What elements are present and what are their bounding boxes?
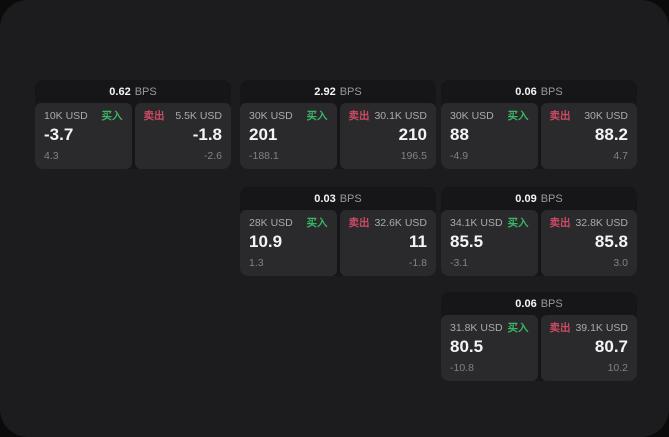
card-body: 30K USD 买入 201 -188.1 卖出 30.1K USD 210 1…	[240, 103, 436, 169]
buy-price: 201	[249, 125, 278, 144]
quote-card: 0.09 BPS 34.1K USD 买入 85.5 -3.1 卖出 32.8K…	[441, 187, 637, 276]
bps-unit-label: BPS	[540, 85, 563, 98]
sell-button[interactable]: 卖出	[348, 110, 370, 122]
buy-button[interactable]: 买入	[101, 110, 123, 122]
sell-price: 210	[398, 125, 427, 144]
sell-panel[interactable]: 卖出 39.1K USD 80.7 10.2	[540, 315, 637, 381]
sell-button[interactable]: 卖出	[549, 110, 571, 122]
bps-header: 0.06 BPS	[441, 80, 637, 103]
buy-delta: -3.1	[450, 257, 469, 269]
card-body: 10K USD 买入 -3.7 4.3 卖出 5.5K USD -1.8 -2.…	[35, 103, 231, 169]
sell-amount: 30.1K USD	[374, 110, 427, 122]
buy-amount: 28K USD	[249, 217, 293, 229]
bps-value: 0.03	[314, 192, 336, 205]
buy-amount: 31.8K USD	[450, 322, 503, 334]
sell-price: 85.8	[594, 232, 628, 251]
sell-delta: 196.5	[400, 150, 427, 162]
buy-button[interactable]: 买入	[306, 110, 328, 122]
buy-delta: 1.3	[249, 257, 264, 269]
buy-price: 10.9	[249, 232, 283, 251]
sell-delta: -2.6	[203, 150, 222, 162]
quote-card: 0.62 BPS 10K USD 买入 -3.7 4.3 卖出 5.5K USD…	[35, 80, 231, 169]
sell-price: 88.2	[594, 125, 628, 144]
bps-value: 0.06	[515, 85, 537, 98]
sell-price: -1.8	[192, 125, 222, 144]
buy-price: 80.5	[450, 337, 484, 356]
buy-delta: 4.3	[44, 150, 59, 162]
sell-amount: 32.6K USD	[374, 217, 427, 229]
sell-delta: -1.8	[408, 257, 427, 269]
sell-delta: 3.0	[613, 257, 628, 269]
sell-panel[interactable]: 卖出 30K USD 88.2 4.7	[540, 103, 637, 169]
buy-price: 85.5	[450, 232, 484, 251]
sell-button[interactable]: 卖出	[348, 217, 370, 229]
buy-panel[interactable]: 10K USD 买入 -3.7 4.3	[35, 103, 132, 169]
buy-amount: 30K USD	[450, 110, 494, 122]
buy-delta: -188.1	[249, 150, 279, 162]
buy-panel[interactable]: 34.1K USD 买入 85.5 -3.1	[441, 210, 538, 276]
buy-panel[interactable]: 30K USD 买入 201 -188.1	[240, 103, 337, 169]
card-body: 30K USD 买入 88 -4.9 卖出 30K USD 88.2 4.7	[441, 103, 637, 169]
buy-panel[interactable]: 28K USD 买入 10.9 1.3	[240, 210, 337, 276]
buy-panel[interactable]: 31.8K USD 买入 80.5 -10.8	[441, 315, 538, 381]
buy-delta: -4.9	[450, 150, 469, 162]
sell-button[interactable]: 卖出	[549, 217, 571, 229]
sell-amount: 39.1K USD	[575, 322, 628, 334]
bps-unit-label: BPS	[540, 297, 563, 310]
quote-card: 2.92 BPS 30K USD 买入 201 -188.1 卖出 30.1K …	[240, 80, 436, 169]
buy-button[interactable]: 买入	[306, 217, 328, 229]
bps-header: 0.62 BPS	[35, 80, 231, 103]
sell-panel[interactable]: 卖出 5.5K USD -1.8 -2.6	[134, 103, 231, 169]
sell-panel[interactable]: 卖出 32.8K USD 85.8 3.0	[540, 210, 637, 276]
sell-price: 80.7	[594, 337, 628, 356]
sell-button[interactable]: 卖出	[549, 322, 571, 334]
quote-card: 0.06 BPS 31.8K USD 买入 80.5 -10.8 卖出 39.1…	[441, 292, 637, 381]
bps-unit-label: BPS	[339, 85, 362, 98]
card-body: 34.1K USD 买入 85.5 -3.1 卖出 32.8K USD 85.8…	[441, 210, 637, 276]
bps-header: 0.09 BPS	[441, 187, 637, 210]
buy-price: 88	[450, 125, 469, 144]
card-body: 28K USD 买入 10.9 1.3 卖出 32.6K USD 11 -1.8	[240, 210, 436, 276]
quote-card: 0.06 BPS 30K USD 买入 88 -4.9 卖出 30K USD 8…	[441, 80, 637, 169]
sell-panel[interactable]: 卖出 32.6K USD 11 -1.8	[339, 210, 436, 276]
buy-button[interactable]: 买入	[507, 217, 529, 229]
buy-amount: 10K USD	[44, 110, 88, 122]
buy-price: -3.7	[44, 125, 74, 144]
buy-delta: -10.8	[450, 362, 474, 374]
bps-unit-label: BPS	[134, 85, 157, 98]
sell-panel[interactable]: 卖出 30.1K USD 210 196.5	[339, 103, 436, 169]
bps-header: 0.03 BPS	[240, 187, 436, 210]
bps-value: 0.06	[515, 297, 537, 310]
sell-delta: 4.7	[613, 150, 628, 162]
sell-amount: 30K USD	[584, 110, 628, 122]
quote-card: 0.03 BPS 28K USD 买入 10.9 1.3 卖出 32.6K US…	[240, 187, 436, 276]
bps-unit-label: BPS	[540, 192, 563, 205]
sell-price: 11	[409, 232, 427, 251]
card-body: 31.8K USD 买入 80.5 -10.8 卖出 39.1K USD 80.…	[441, 315, 637, 381]
buy-amount: 30K USD	[249, 110, 293, 122]
sell-amount: 5.5K USD	[175, 110, 222, 122]
bps-value: 0.09	[515, 192, 537, 205]
bps-header: 2.92 BPS	[240, 80, 436, 103]
buy-panel[interactable]: 30K USD 买入 88 -4.9	[441, 103, 538, 169]
buy-button[interactable]: 买入	[507, 322, 529, 334]
bps-value: 2.92	[314, 85, 336, 98]
sell-delta: 10.2	[607, 362, 628, 374]
bps-value: 0.62	[109, 85, 131, 98]
bps-unit-label: BPS	[339, 192, 362, 205]
sell-button[interactable]: 卖出	[143, 110, 165, 122]
bps-header: 0.06 BPS	[441, 292, 637, 315]
buy-amount: 34.1K USD	[450, 217, 503, 229]
sell-amount: 32.8K USD	[575, 217, 628, 229]
buy-button[interactable]: 买入	[507, 110, 529, 122]
